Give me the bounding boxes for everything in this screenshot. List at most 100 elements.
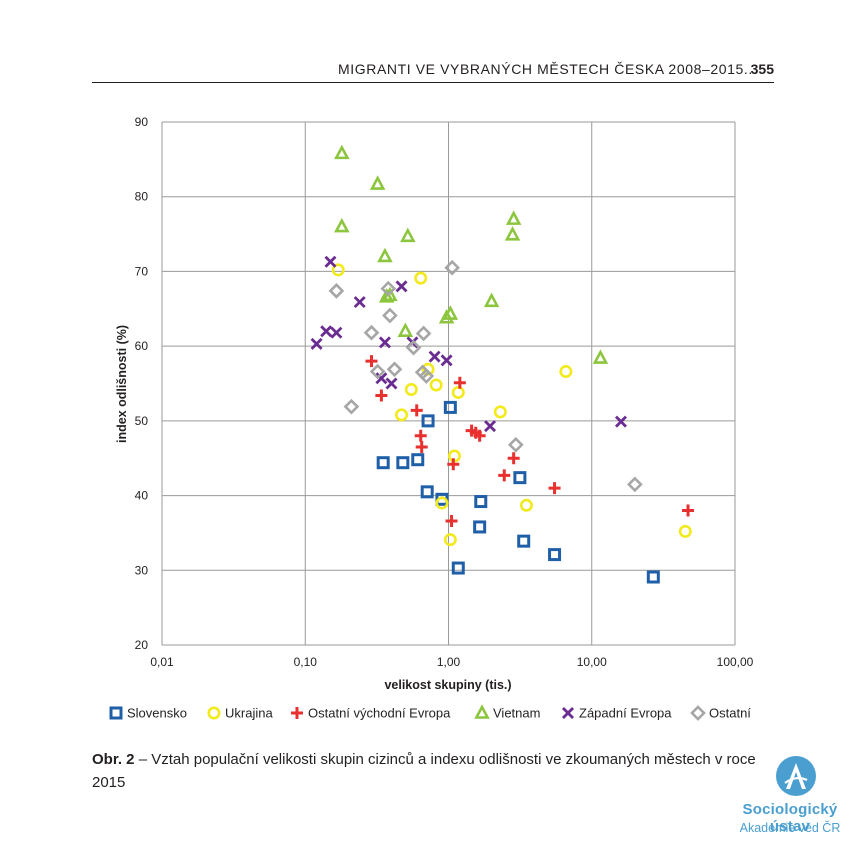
y-tick-label: 70 [135, 264, 149, 278]
x-tick-label: 0,01 [150, 655, 174, 669]
data-point [592, 349, 609, 364]
data-point [324, 255, 337, 268]
legend-label: Ostatní východní Evropa [308, 706, 451, 721]
data-point [365, 355, 378, 368]
data-point [517, 534, 531, 548]
series-circle [331, 263, 692, 547]
data-point [451, 561, 465, 575]
y-tick-label: 80 [135, 190, 149, 204]
data-point [473, 429, 486, 442]
data-point [334, 217, 350, 233]
y-tick-label: 50 [135, 414, 149, 428]
data-point [646, 570, 660, 584]
data-point [380, 280, 397, 297]
x-tick-label: 0,10 [294, 655, 318, 669]
data-point [473, 520, 487, 534]
data-point [414, 429, 427, 442]
data-point [435, 496, 449, 510]
y-tick-label: 30 [135, 563, 149, 577]
y-tick-label: 60 [135, 339, 149, 353]
series-x [310, 255, 627, 433]
data-point [397, 322, 414, 337]
logo-emblem-icon [776, 756, 816, 796]
data-point [396, 456, 410, 470]
data-point [548, 482, 561, 495]
data-point [507, 436, 524, 453]
data-point [386, 361, 403, 378]
legend-marker-plus [291, 707, 303, 719]
data-point [447, 458, 460, 471]
running-header: MIGRANTI VE VYBRANÝCH MĚSTECH ČESKA 2008… [92, 60, 774, 83]
data-point [451, 385, 465, 399]
legend-marker-square [109, 706, 123, 720]
legend-item: Ukrajina [207, 706, 273, 721]
data-point [493, 405, 507, 419]
data-point [404, 382, 418, 396]
chart-grid [161, 121, 736, 646]
data-point [377, 247, 393, 263]
data-point [415, 325, 432, 342]
data-point [420, 485, 434, 499]
data-point [382, 307, 398, 324]
legend-marker-x [562, 707, 574, 719]
y-tick-label: 40 [135, 489, 149, 503]
data-point [369, 175, 386, 190]
data-point [519, 498, 533, 512]
data-point [331, 263, 345, 277]
data-point [363, 324, 380, 341]
data-point [445, 514, 458, 527]
data-point [385, 377, 398, 390]
chart-legend: Slovensko Ukrajina Ostatní východní Evropa… [109, 704, 751, 721]
data-point [453, 376, 466, 389]
legend-marker-diamond [690, 705, 706, 721]
data-point [484, 420, 497, 433]
series-plus [365, 355, 695, 527]
data-point [505, 210, 522, 225]
data-point [418, 368, 435, 384]
data-point [444, 259, 460, 276]
x-tick-label: 10,00 [577, 655, 607, 669]
legend-marker-triangle [474, 704, 490, 719]
data-point [375, 372, 388, 385]
legend-label: Vietnam [493, 706, 540, 721]
legend-item: Vietnam [474, 704, 540, 721]
data-point [443, 400, 457, 414]
chart-axes: 20 30 40 50 60 70 80 90 0,01 0,10 1,00 10,00 100,00 [135, 115, 754, 669]
x-tick-label: 1,00 [437, 655, 461, 669]
x-tick-label: 100,00 [717, 655, 754, 669]
data-point [405, 339, 422, 356]
data-point [310, 337, 323, 350]
data-point [369, 363, 386, 380]
legend-label: Ukrajina [225, 706, 273, 721]
data-point [678, 524, 692, 538]
data-point [328, 283, 345, 299]
data-point [627, 476, 643, 493]
data-point [400, 227, 416, 243]
data-point [438, 308, 455, 324]
legend-item: Ostatní východní Evropa [291, 706, 451, 721]
data-point [376, 456, 390, 470]
data-point [504, 226, 521, 241]
data-point [414, 271, 428, 285]
data-point [474, 495, 488, 509]
figure-caption: Obr. 2 – Vztah populační velikosti skupi… [92, 748, 782, 794]
data-point [395, 280, 408, 293]
page-number: 355 [750, 61, 774, 77]
legend-item: Západní Evropa [562, 706, 672, 721]
data-point [483, 292, 500, 308]
data-point [507, 452, 520, 465]
data-point [428, 350, 441, 363]
logo-name: Sociologický ústav [742, 801, 838, 835]
legend-label: Ostatní [709, 706, 751, 721]
y-axis-title: index odlišnosti (%) [115, 325, 129, 443]
legend-label: Slovensko [127, 706, 187, 721]
caption-label: Obr. 2 [92, 751, 135, 768]
data-point [378, 288, 395, 303]
data-point [421, 414, 435, 428]
data-point [559, 365, 573, 379]
data-point [682, 504, 695, 517]
y-tick-label: 90 [135, 115, 149, 129]
data-point [378, 336, 391, 349]
series-square [376, 400, 660, 584]
